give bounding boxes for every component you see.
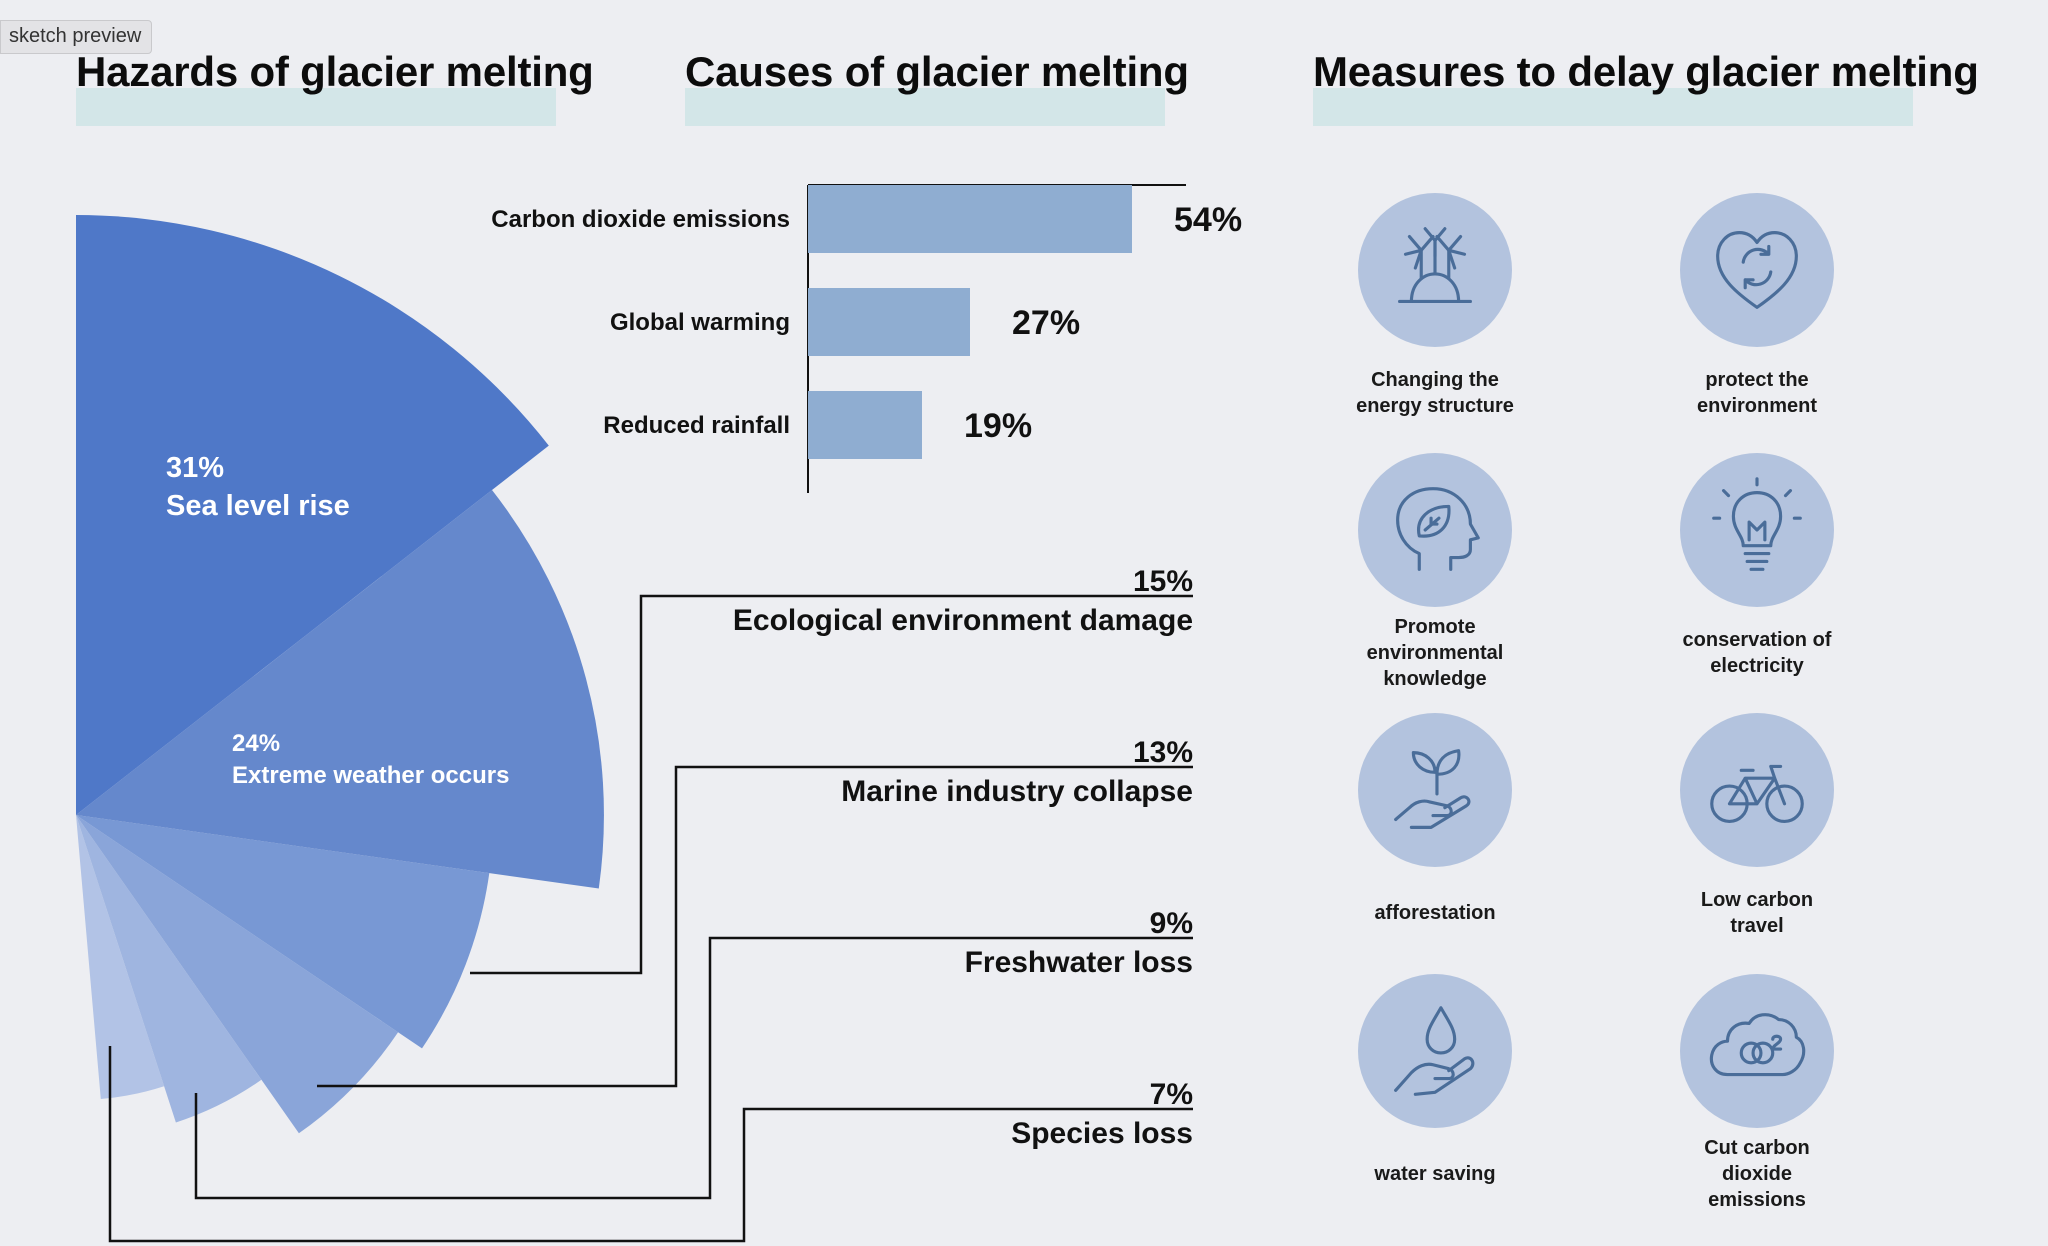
bar-category-label: Global warming	[610, 309, 790, 336]
bar-category-label: Reduced rainfall	[603, 412, 790, 439]
hazard-percent-label: 7%	[1150, 1078, 1193, 1111]
causes-heading: Causes of glacier melting	[685, 48, 1205, 126]
fan-slice-marine-industry-collapse	[76, 815, 399, 1134]
lightbulb-icon	[1680, 453, 1834, 607]
bar-value-label: 27%	[1012, 304, 1080, 342]
measure-cut-carbon-dioxide-emissions: Cut carbon dioxide emissions	[1657, 974, 1857, 1216]
measure-changing-the-energy-structure: Changing the energy structure	[1335, 193, 1535, 435]
sketch-preview-badge: sketch preview	[0, 20, 153, 54]
hazard-name-label: Marine industry collapse	[841, 775, 1193, 808]
measure-label-text: afforestation	[1374, 902, 1496, 924]
measure-label-text: conservation of electricity	[1682, 629, 1832, 677]
measure-conservation-of-electricity: conservation of electricity	[1657, 453, 1857, 695]
hazard-percent-label: 9%	[1150, 907, 1193, 940]
bicycle-icon	[1680, 713, 1834, 867]
leader-line-marine-industry-collapse	[317, 765, 1193, 1088]
measure-label-text: Cut carbon dioxide emissions	[1704, 1137, 1810, 1211]
leader-line-freshwater-loss	[194, 936, 1193, 1200]
measure-label: protect the environment	[1657, 351, 1857, 435]
leader-line-species-loss	[108, 1046, 1193, 1243]
head-leaf-icon	[1358, 453, 1512, 607]
hazard-percent-label: 15%	[1133, 565, 1193, 598]
measure-label: Promote environmental knowledge	[1335, 611, 1535, 695]
bar-carbon-dioxide-emissions	[808, 185, 1132, 253]
measure-promote-environmental-knowledge: Promote environmental knowledge	[1335, 453, 1535, 695]
measures-heading-text: Measures to delay glacier melting	[1313, 48, 1979, 95]
measure-water-saving: water saving	[1335, 974, 1535, 1216]
bar-value-label: 54%	[1174, 201, 1242, 239]
measure-label: afforestation	[1335, 871, 1535, 955]
measure-label-text: Changing the energy structure	[1356, 369, 1514, 417]
measure-label-text: water saving	[1374, 1163, 1496, 1185]
fan-slice-extreme-weather-occurs	[76, 490, 604, 889]
causes-heading-highlight	[685, 88, 1165, 126]
hazards-leader-lines: 15% Ecological environment damage 13% Marin…	[108, 565, 1193, 1243]
fan-slice-sea-level-rise	[76, 215, 549, 815]
fan-slice-freshwater-loss	[76, 815, 262, 1123]
hazards-fan-chart: 31% Sea level rise 24% Extreme weather occu…	[76, 215, 604, 1134]
heart-recycle-icon	[1680, 193, 1834, 347]
measures-heading-highlight	[1313, 88, 1913, 126]
measure-label: Changing the energy structure	[1335, 351, 1535, 435]
bar-value-label: 19%	[964, 407, 1032, 445]
leader-line-ecological-environment-damage	[470, 594, 1193, 975]
measure-label: conservation of electricity	[1657, 611, 1857, 695]
causes-bar-chart: Carbon dioxide emissions 54% Global warmin…	[491, 184, 1242, 493]
measure-label-text: protect the environment	[1696, 369, 1818, 417]
fan-slice-species-loss	[76, 815, 165, 1099]
measure-label-text: Low carbon travel	[1700, 889, 1814, 937]
bar-reduced-rainfall	[808, 391, 922, 459]
hazard-name-label: Freshwater loss	[965, 946, 1193, 979]
hazard-percent-label: 13%	[1133, 736, 1193, 769]
hazard-name-label: Species loss	[1011, 1117, 1193, 1150]
hazards-heading-highlight	[76, 88, 556, 126]
bar-global-warming	[808, 288, 970, 356]
hand-water-drop-icon	[1358, 974, 1512, 1128]
fan-slice-percent-label: 24%	[232, 730, 280, 757]
hazard-name-label: Ecological environment damage	[733, 604, 1193, 637]
measure-afforestation: afforestation	[1335, 713, 1535, 955]
co2-cloud-icon	[1680, 974, 1834, 1128]
fan-slice-name-label: Extreme weather occurs	[232, 762, 509, 789]
wind-turbine-icon	[1358, 193, 1512, 347]
fan-slice-percent-label: 31%	[166, 452, 224, 484]
measure-label-text: Promote environmental knowledge	[1366, 616, 1504, 690]
bar-category-label: Carbon dioxide emissions	[491, 206, 790, 233]
measure-label: Low carbon travel	[1657, 871, 1857, 955]
measures-heading: Measures to delay glacier melting	[1313, 48, 1993, 126]
measure-protect-the-environment: protect the environment	[1657, 193, 1857, 435]
measure-low-carbon-travel: Low carbon travel	[1657, 713, 1857, 955]
hazards-heading: Hazards of glacier melting	[76, 48, 596, 126]
measure-label: water saving	[1335, 1132, 1535, 1216]
measure-label: Cut carbon dioxide emissions	[1657, 1132, 1857, 1216]
fan-slice-name-label: Sea level rise	[166, 490, 350, 522]
hazards-heading-text: Hazards of glacier melting	[76, 48, 594, 95]
causes-heading-text: Causes of glacier melting	[685, 48, 1189, 95]
hand-sprout-icon	[1358, 713, 1512, 867]
fan-slice-ecological-environment-damage	[76, 815, 490, 1049]
